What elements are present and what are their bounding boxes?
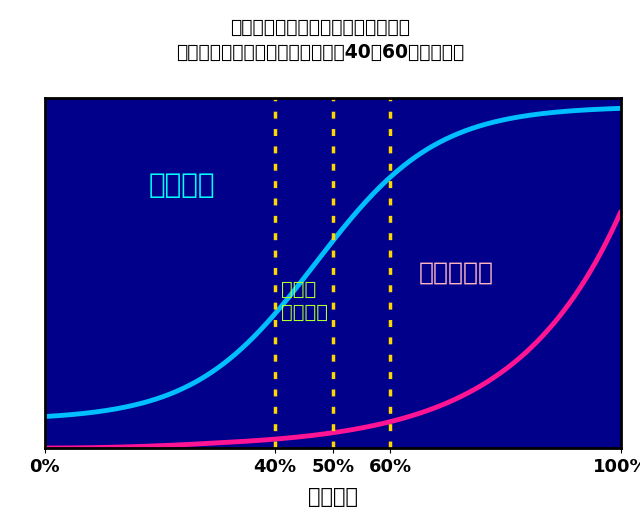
Text: 運動効果: 運動効果 bbox=[148, 171, 215, 199]
Text: 最適な
運動強度: 最適な 運動強度 bbox=[281, 280, 328, 322]
X-axis label: 運動強度: 運動強度 bbox=[308, 487, 358, 507]
Text: 傷害発生率: 傷害発生率 bbox=[419, 261, 494, 285]
Text: 運動の効果と安全性のバランスから
最適な運動強度（最大運動能力の40〜60％）で実施: 運動の効果と安全性のバランスから 最適な運動強度（最大運動能力の40〜60％）で… bbox=[176, 18, 464, 62]
